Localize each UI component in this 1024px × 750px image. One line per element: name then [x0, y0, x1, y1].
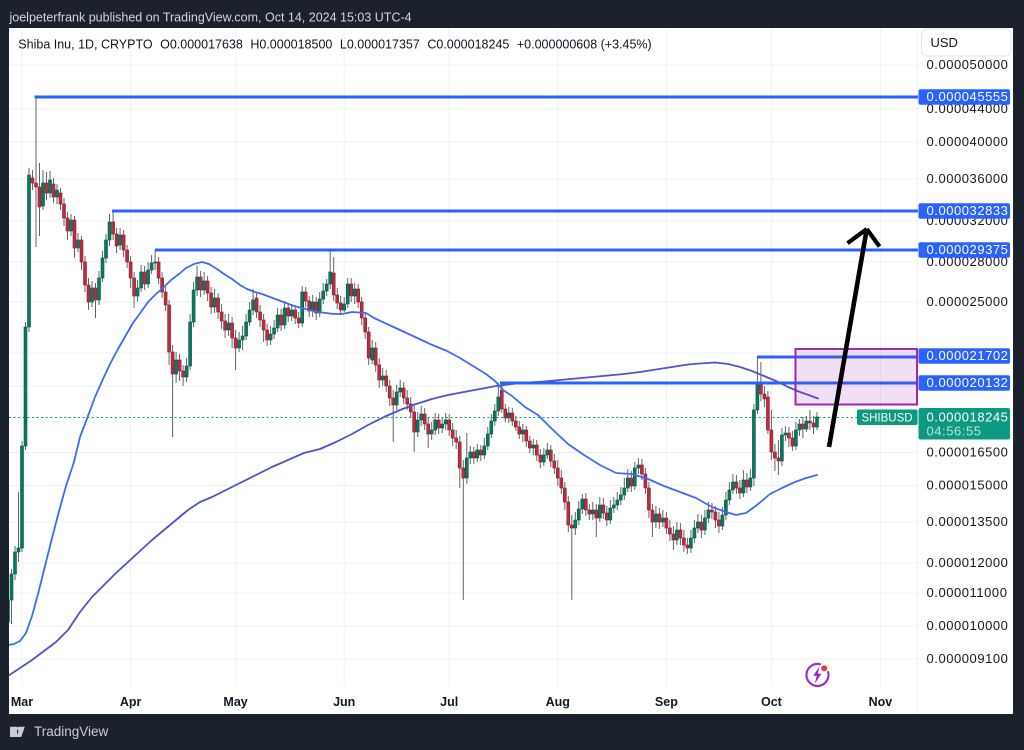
svg-text:0.000040000: 0.000040000	[927, 134, 1009, 149]
svg-text:Jul: Jul	[440, 695, 458, 709]
svg-text:0.000032833: 0.000032833	[927, 203, 1009, 218]
svg-text:0.000012000: 0.000012000	[927, 555, 1009, 570]
svg-text:0.000009100: 0.000009100	[927, 651, 1009, 666]
svg-text:May: May	[223, 695, 247, 709]
svg-text:Nov: Nov	[869, 695, 893, 709]
svg-text:0.000029375: 0.000029375	[927, 242, 1009, 257]
svg-text:joelpeterfrank published on Tr: joelpeterfrank published on TradingView.…	[9, 11, 412, 25]
svg-text:0.000021702: 0.000021702	[927, 348, 1009, 363]
svg-text:Apr: Apr	[120, 695, 142, 709]
svg-text:Sep: Sep	[655, 695, 678, 709]
svg-text:0.000015000: 0.000015000	[927, 478, 1009, 493]
svg-text:04:56:55: 04:56:55	[927, 424, 982, 439]
svg-text:Mar: Mar	[11, 695, 33, 709]
svg-text:0.000018245: 0.000018245	[927, 410, 1009, 425]
svg-text:USD: USD	[931, 35, 958, 50]
svg-text:0.000025000: 0.000025000	[927, 294, 1009, 309]
svg-text:0.000036000: 0.000036000	[927, 171, 1009, 186]
svg-text:0.000044000: 0.000044000	[927, 101, 1009, 116]
svg-text:TradingView: TradingView	[34, 724, 109, 739]
svg-text:Aug: Aug	[546, 695, 570, 709]
svg-text:0.000045555: 0.000045555	[927, 89, 1009, 104]
svg-text:0.000013500: 0.000013500	[927, 514, 1009, 529]
svg-text:0.000016500: 0.000016500	[927, 445, 1009, 460]
svg-text:Oct: Oct	[761, 695, 783, 709]
svg-text:0.000020132: 0.000020132	[927, 375, 1009, 390]
svg-text:Jun: Jun	[333, 695, 355, 709]
svg-text:0.000010000: 0.000010000	[927, 618, 1009, 633]
svg-text:0.000011000: 0.000011000	[927, 585, 1008, 600]
svg-text:SHIBUSD: SHIBUSD	[861, 413, 912, 425]
svg-text:0.000050000: 0.000050000	[927, 57, 1009, 72]
svg-text:0.000028000: 0.000028000	[927, 254, 1009, 269]
